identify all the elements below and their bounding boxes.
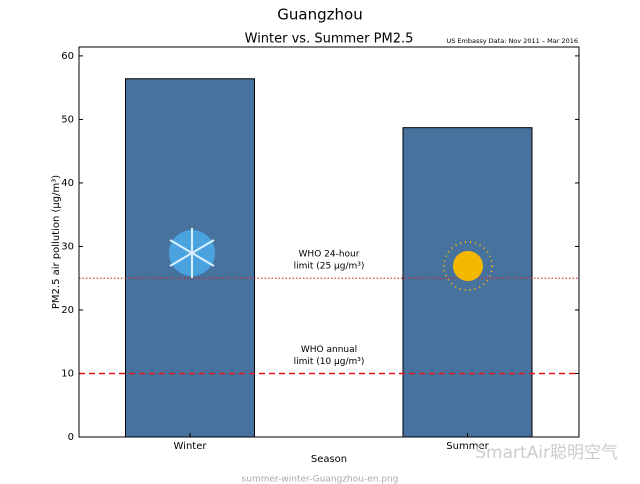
y-tick-label: 30 xyxy=(61,241,74,252)
source-note: US Embassy Data: Nov 2011 – Mar 2016 xyxy=(446,37,578,45)
reference-label: limit (25 μg/m³) xyxy=(294,262,365,272)
x-tick-label: Winter xyxy=(174,441,208,452)
y-tick-label: 60 xyxy=(61,51,74,62)
y-tick-label: 10 xyxy=(61,368,74,379)
snowflake-icon xyxy=(169,228,215,278)
y-tick-label: 50 xyxy=(61,114,74,125)
y-axis-label: PM2.5 air pollution (μg/m³) xyxy=(51,175,62,309)
chart-title: Winter vs. Summer PM2.5 xyxy=(245,32,414,47)
watermark: SmartAir聪明空气 xyxy=(475,443,618,463)
bar xyxy=(402,127,533,438)
reference-label: limit (10 μg/m³) xyxy=(294,357,365,367)
y-tick-label: 0 xyxy=(68,432,74,443)
x-tick-label: Summer xyxy=(446,441,489,452)
y-tick-label: 20 xyxy=(61,305,74,316)
reference-label: WHO 24-hour xyxy=(299,250,360,260)
plot: Winter Summer 0 10 20 30 40 50 60 WHO 24-hour limi… xyxy=(61,46,580,452)
watermark: summer-winter-Guangzhou-en.png xyxy=(242,475,399,484)
sun-icon xyxy=(443,241,493,291)
suptitle: Guangzhou xyxy=(277,6,362,24)
reference-label: WHO annual xyxy=(301,345,357,355)
x-axis-label: Season xyxy=(311,454,347,465)
plot-frame xyxy=(78,46,580,438)
y-tick-label: 40 xyxy=(61,178,74,189)
